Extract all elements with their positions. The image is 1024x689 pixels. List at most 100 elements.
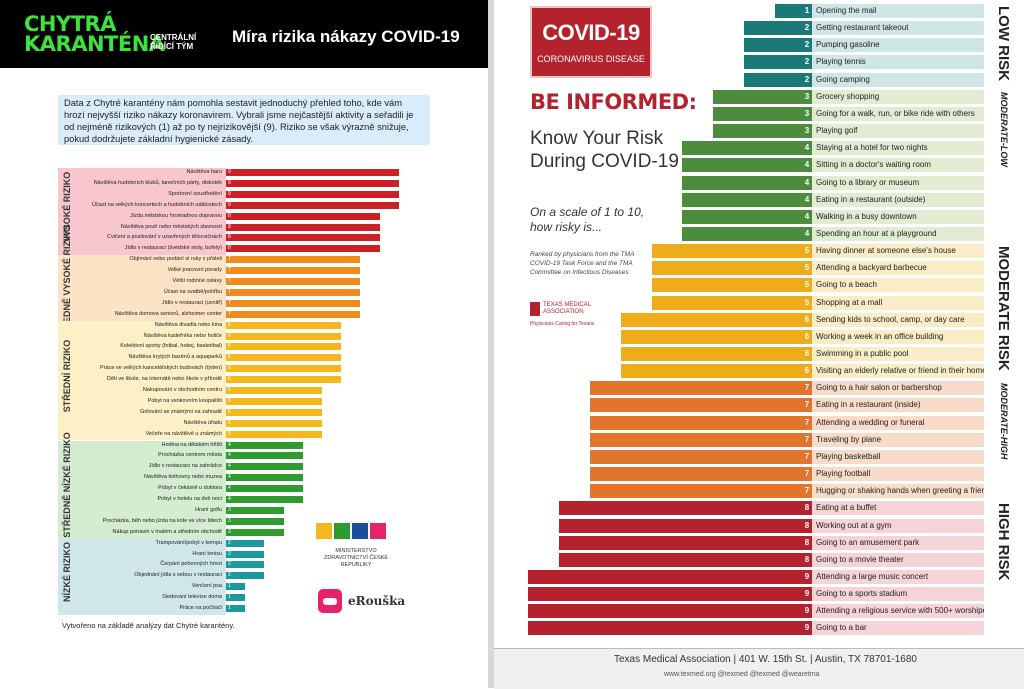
risk-category: MODERATE RISK (986, 244, 1022, 381)
risk-bar: 1 (226, 583, 246, 591)
activity-label: Hraní tenisu (192, 550, 222, 557)
risk-value: 4 (228, 463, 231, 470)
risk-bar (589, 398, 806, 413)
activity-label: Účast na svatbě/pohřbu (163, 288, 222, 295)
activity-label: Návštěva knihovny nebo muzea (144, 474, 222, 481)
risk-bar: 4 (226, 474, 303, 482)
activity-label: Traveling by plane (812, 432, 984, 447)
risk-bar: 9 (226, 169, 399, 176)
risk-value: 7 (228, 299, 231, 306)
activity-label: Hugging or shaking hands when greeting a… (812, 484, 984, 499)
activity-label: Venčení psa (191, 583, 222, 590)
risk-bar: 3 (226, 506, 284, 514)
czech-infographic: CHYTRÁ KARANTÉNA CENTRÁLNÍ ŘÍDÍCÍ TÝM Mí… (0, 0, 488, 688)
activity-label: Going to a sports stadium (812, 587, 984, 602)
risk-bar: 7 (226, 267, 361, 275)
risk-bar (558, 552, 806, 567)
risk-value: 8 (228, 223, 231, 230)
activity-label: Staying at a hotel for two nights (812, 141, 984, 156)
activity-label: Playing golf (812, 124, 984, 139)
activity-label: Večeře na návštěvě u známých (145, 430, 222, 437)
tma-logo: TEXAS MEDICAL ASSOCIATION Physicians Car… (530, 300, 600, 327)
activity-label: Objednání jídla s sebou v restauraci (134, 572, 222, 579)
risk-value: 7 (228, 278, 231, 284)
risk-bar: 7 (226, 299, 361, 307)
risk-bar (558, 518, 806, 533)
ministry-logo: MINISTERSTVO ZDRAVOTNICTVÍ ČESKÉ REPUBLI… (316, 523, 396, 569)
activity-label: Pobyt v hotelu na dvě noci (157, 496, 222, 502)
risk-bar: 9 (226, 179, 399, 187)
activity-label: Attending a backyard barbecue (812, 261, 984, 276)
risk-value: 1 (228, 583, 231, 590)
risk-value: 5 (228, 397, 231, 404)
risk-bar: 4 (226, 441, 303, 449)
risk-value: 1 (228, 605, 231, 611)
activity-label: Grilování se známými na zahradě (140, 408, 222, 415)
right-footer: Texas Medical Association | 401 W. 15th … (494, 648, 1024, 689)
activity-label: Účast na velkých koncertech a hudebních … (92, 201, 222, 208)
risk-value: 4 (228, 452, 231, 459)
activity-label: Opening the mail (812, 4, 984, 18)
activity-label: Trampování/pobyt v kempu (155, 539, 222, 546)
risk-value: 5 (228, 408, 231, 415)
ministry-square-icon (352, 523, 368, 539)
risk-bar: 6 (226, 343, 342, 351)
activity-label: Playing football (812, 467, 984, 482)
risk-band: STŘEDNÍ RIZIKO (58, 320, 226, 441)
intro-text: Data z Chytré karantény nám pomohla sest… (58, 95, 430, 145)
risk-category-label: MODERATE RISK (994, 246, 1012, 371)
activity-label: Grocery shopping (812, 89, 984, 104)
risk-value: 7 (228, 256, 231, 263)
risk-bar (589, 449, 806, 464)
risk-bar (744, 38, 806, 53)
badge-subtitle: CORONAVIRUS DISEASE (537, 54, 645, 64)
risk-bar: 2 (226, 550, 265, 558)
risk-value: 6 (228, 321, 231, 328)
risk-category-label: LOW RISK (994, 6, 1012, 81)
risk-value: 2 (228, 561, 231, 568)
risk-band: NÍZKÉ RIZIKO (58, 538, 226, 615)
activity-label: Návštěva poutí nebo městských slavností (120, 223, 222, 230)
activity-label: Nákup potravin v malém a středním obchod… (112, 528, 222, 535)
activity-label: Návštěva hudebních klubů, tanečních párt… (93, 179, 222, 186)
risk-band: VYSOKÉ RIZIKO (58, 168, 226, 256)
risk-value: 8 (228, 212, 231, 219)
badge-title: COVID-19 (542, 20, 640, 45)
risk-bar (682, 192, 806, 207)
risk-value: 4 (228, 496, 231, 502)
risk-bar (589, 432, 806, 447)
activity-label: Spending an hour at a playground (812, 226, 984, 241)
left-footnote: Vytvořeno na základě analýzy dat Chytré … (62, 621, 235, 630)
risk-category-label: HIGH RISK (994, 503, 1012, 581)
risk-value: 3 (228, 517, 231, 524)
left-title: Míra rizika nákazy COVID-19 (232, 27, 460, 46)
scale-question: On a scale of 1 to 10, how risky is... (530, 205, 645, 234)
activity-label: Procházka, běh nebo jízda na kole ve víc… (102, 517, 222, 524)
risk-value: 2 (228, 550, 231, 557)
risk-value: 7 (228, 310, 231, 317)
risk-value: 8 (228, 234, 231, 241)
risk-bar: 8 (226, 234, 380, 242)
risk-bar: 9 (226, 190, 399, 198)
risk-value: 6 (228, 354, 231, 361)
risk-value: 5 (228, 419, 231, 426)
be-informed-heading: BE INFORMED: (530, 90, 697, 114)
ranked-note: Ranked by physicians from the TMA COVID-… (530, 251, 635, 276)
activity-label: Working a week in an office building (812, 329, 984, 344)
risk-bar (713, 124, 806, 139)
activity-label: Větší rodinné oslavy (172, 278, 222, 284)
risk-bar: 6 (226, 332, 342, 340)
risk-value: 9 (228, 179, 231, 186)
activity-label: Velké pracovní porady (167, 267, 222, 274)
activity-label: Jídlo v restauraci na zahrádce (148, 463, 222, 470)
logo-line2: KARANTÉNA (24, 32, 165, 56)
risk-bar (558, 535, 806, 550)
risk-bar: 6 (226, 354, 342, 362)
activity-label: Objímání nebo podání si ruky s přáteli (129, 256, 222, 263)
risk-value: 7 (228, 267, 231, 274)
risk-band: STŘEDNĚ VYSOKÉ RIZIKO (58, 225, 226, 341)
mask-icon (318, 589, 342, 613)
activity-label: Visiting an elderly relative or friend i… (812, 364, 984, 379)
activity-label: Going for a walk, run, or bike ride with… (812, 106, 984, 121)
ministry-square-icon (370, 523, 386, 539)
